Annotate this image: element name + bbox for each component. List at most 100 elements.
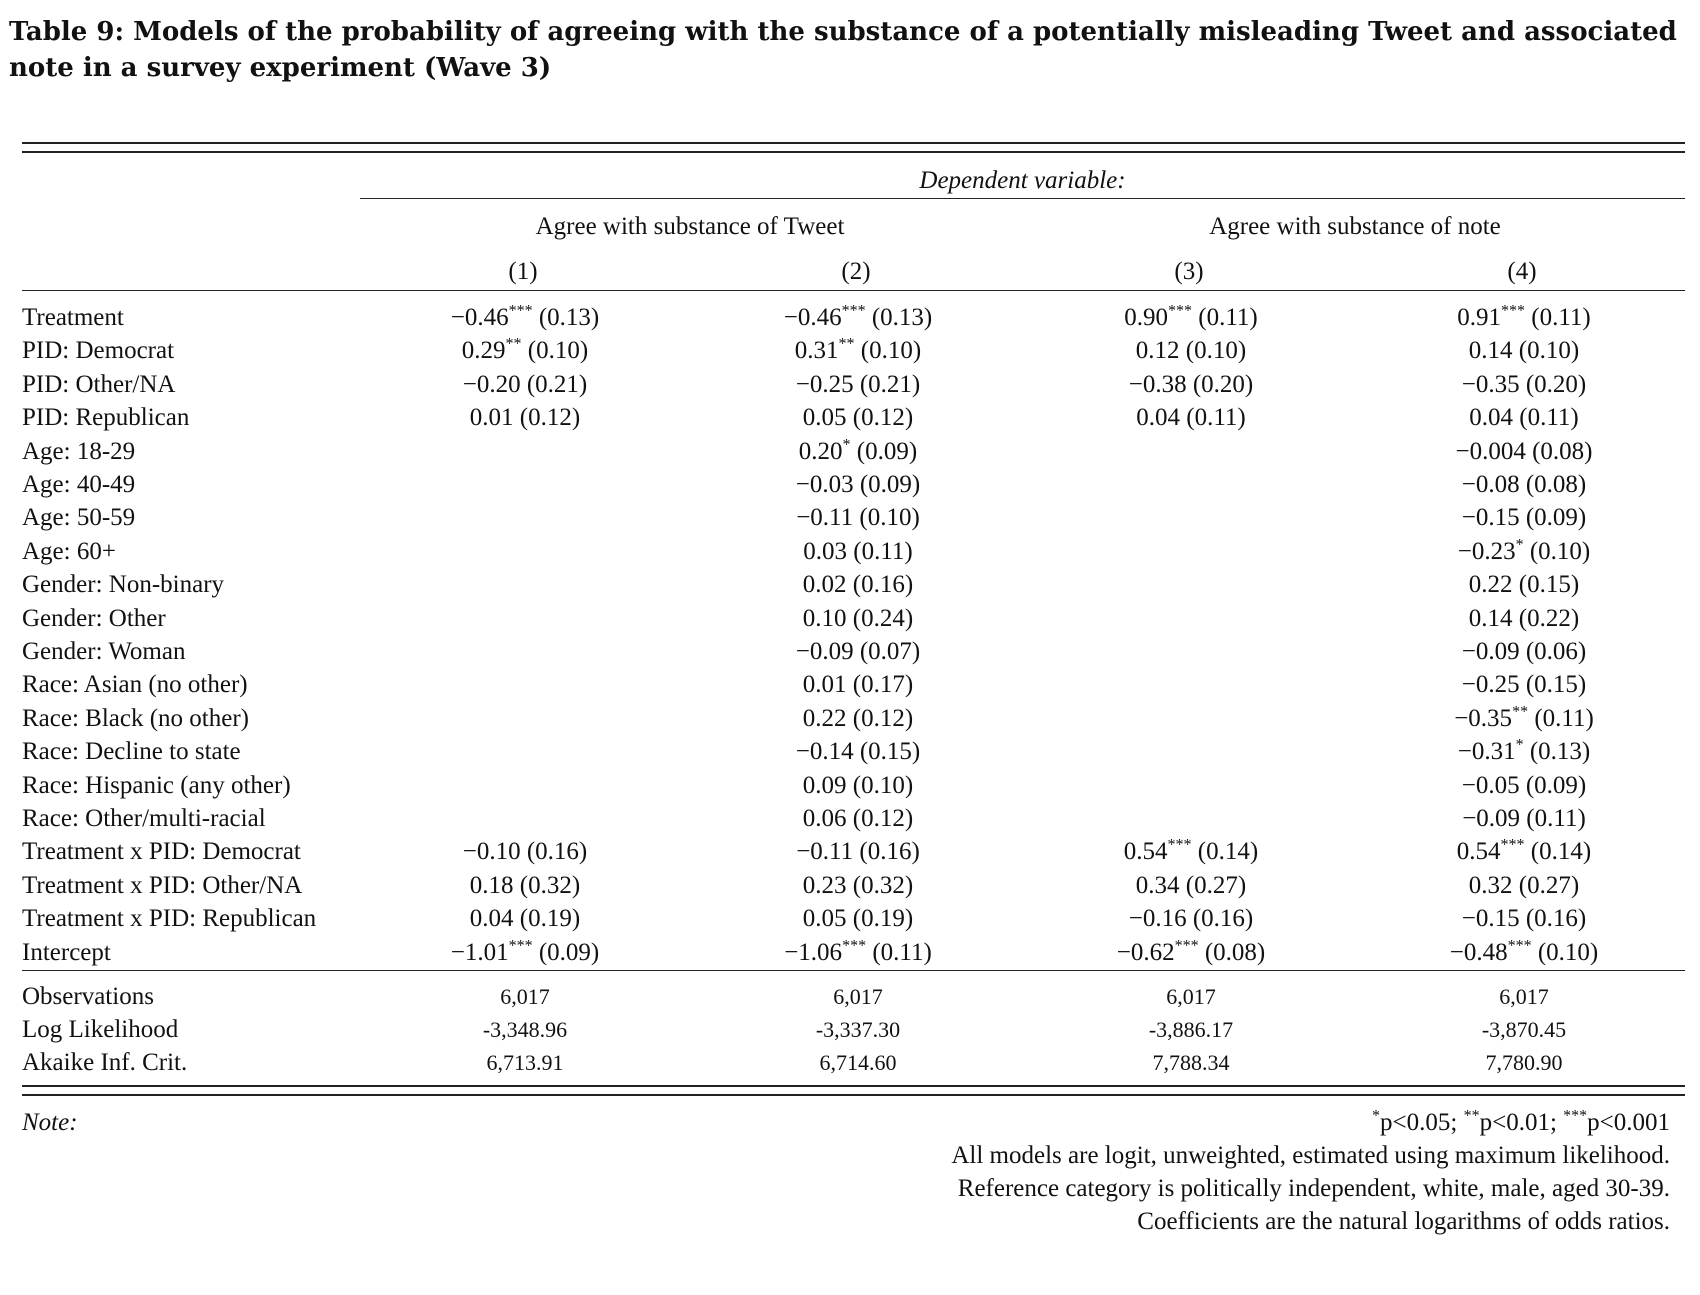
dependent-variable-rule xyxy=(360,198,1685,199)
coefficient-row-label: Race: Black (no other) xyxy=(22,704,249,732)
coefficient-row-label: Treatment xyxy=(22,304,124,331)
coefficient-cell-model-3: −0.38 (0.20) xyxy=(1128,370,1254,398)
statistic-row: Log Likelihood -3,348.96 -3,337.30 -3,886.1… xyxy=(22,1013,1685,1046)
coefficient-cell-model-1: −0.10 (0.16) xyxy=(462,838,588,866)
dependent-variable-label: Dependent variable: xyxy=(919,167,1126,194)
coefficient-cell-model-4: −0.09 (0.11) xyxy=(1462,805,1586,832)
coefficient-row: Age: 18-29 0.20* (0.09) −0.004 (0.08) xyxy=(22,435,1685,468)
coefficient-row: PID: Democrat 0.29** (0.10) 0.31** (0.10) 0… xyxy=(22,334,1685,367)
coefficient-cell-model-3: 0.54*** (0.14) xyxy=(1123,837,1259,866)
coefficient-cell-model-2: 0.31** (0.10) xyxy=(794,336,922,365)
statistic-row: Observations 6,017 6,017 6,017 6,017 xyxy=(22,980,1685,1013)
coefficient-cell-model-2: −0.11 (0.16) xyxy=(796,838,920,866)
statistic-cell-model-3: 6,017 xyxy=(1166,984,1216,1009)
statistic-cell-model-1: -3,348.96 xyxy=(482,1017,568,1042)
coefficient-row: Treatment x PID: Other/NA 0.18 (0.32) 0.23… xyxy=(22,869,1685,902)
coefficient-row-label: Gender: Non-binary xyxy=(22,571,225,599)
coefficient-row-label: Treatment x PID: Democrat xyxy=(22,838,301,866)
note-label: Note: xyxy=(22,1109,78,1136)
coefficient-cell-model-4: −0.31* (0.13) xyxy=(1457,736,1591,766)
coefficient-cell-model-2: 0.01 (0.17) xyxy=(802,671,914,699)
coefficient-row-label: Age: 60+ xyxy=(22,537,116,565)
coefficient-cell-model-4: −0.23* (0.10) xyxy=(1457,536,1591,565)
coefficient-cell-model-4: −0.09 (0.06) xyxy=(1461,638,1587,665)
coefficient-cell-model-2: 0.06 (0.12) xyxy=(802,805,914,832)
coefficient-row: Treatment x PID: Republican 0.04 (0.19) 0.… xyxy=(22,902,1685,935)
statistic-cell-model-4: -3,870.45 xyxy=(1481,1017,1567,1042)
coefficient-cell-model-1: −0.46*** (0.13) xyxy=(450,302,600,331)
statistic-cell-model-4: 6,017 xyxy=(1499,984,1549,1009)
coefficient-row-label: Race: Asian (no other) xyxy=(22,671,248,699)
coefficient-row: Age: 40-49 −0.03 (0.09) −0.08 (0.08) xyxy=(22,468,1685,501)
coefficient-cell-model-3: −0.62*** (0.08) xyxy=(1116,937,1266,966)
coefficient-cell-model-1: 0.01 (0.12) xyxy=(469,404,581,432)
coefficient-cell-model-2: −0.25 (0.21) xyxy=(795,370,921,398)
coefficient-cell-model-4: 0.54*** (0.14) xyxy=(1456,837,1592,866)
note-models: All models are logit, unweighted, estima… xyxy=(951,1142,1670,1169)
coefficient-row-label: Gender: Woman xyxy=(22,638,186,665)
coefficient-cell-model-4: −0.25 (0.15) xyxy=(1461,671,1587,699)
coefficient-row-label: Age: 18-29 xyxy=(22,437,136,465)
statistic-cell-model-3: -3,886.17 xyxy=(1148,1017,1234,1042)
note-reference: Reference category is politically indepe… xyxy=(957,1175,1670,1202)
coefficient-row: Race: Black (no other) 0.22 (0.12) −0.35**… xyxy=(22,702,1685,735)
coefficient-cell-model-4: −0.35 (0.20) xyxy=(1461,370,1587,398)
coefficient-cell-model-1: 0.29** (0.10) xyxy=(461,336,589,365)
coefficient-row-label: Gender: Other xyxy=(22,604,166,632)
coefficient-cell-model-2: 0.05 (0.12) xyxy=(802,404,914,432)
note-significance: *p<0.05; **p<0.01; ***p<0.001 xyxy=(1372,1107,1670,1136)
coefficient-cell-model-3: 0.34 (0.27) xyxy=(1135,871,1247,899)
coefficient-cell-model-4: 0.22 (0.15) xyxy=(1468,571,1580,599)
coefficient-cell-model-1: −0.20 (0.21) xyxy=(462,370,588,398)
coefficient-row: Gender: Non-binary 0.02 (0.16) 0.22 (0.15) xyxy=(22,568,1685,601)
coefficient-row: Treatment −0.46*** (0.13) −0.46*** (0.13) 0… xyxy=(22,301,1685,334)
coefficient-cell-model-4: −0.48*** (0.10) xyxy=(1449,937,1599,966)
column-number-3: (3) xyxy=(1174,258,1204,285)
coefficient-cell-model-4: −0.15 (0.16) xyxy=(1461,905,1587,933)
bottom-rule-double xyxy=(22,1094,1685,1096)
coefficient-cell-model-3: 0.90*** (0.11) xyxy=(1124,302,1258,331)
coefficient-cell-model-2: 0.02 (0.16) xyxy=(802,571,914,599)
coefficient-cell-model-3: 0.12 (0.10) xyxy=(1135,337,1247,365)
coefficient-row: Gender: Woman −0.09 (0.07) −0.09 (0.06) xyxy=(22,635,1685,668)
statistic-row-label: Akaike Inf. Crit. xyxy=(22,1049,188,1076)
coefficient-cell-model-2: 0.22 (0.12) xyxy=(802,704,914,732)
statistic-cell-model-3: 7,788.34 xyxy=(1152,1050,1230,1075)
statistic-cell-model-2: 6,714.60 xyxy=(819,1050,897,1075)
coefficient-row-label: PID: Democrat xyxy=(22,337,175,365)
coefficient-cell-model-3: 0.04 (0.11) xyxy=(1136,404,1246,432)
statistic-cell-model-1: 6,017 xyxy=(500,984,550,1009)
coefficient-cell-model-2: −0.09 (0.07) xyxy=(795,638,921,665)
top-rule xyxy=(22,142,1685,144)
statistic-cell-model-2: 6,017 xyxy=(833,984,883,1009)
statistic-cell-model-4: 7,780.90 xyxy=(1485,1050,1563,1075)
coefficient-cell-model-2: 0.23 (0.32) xyxy=(802,871,914,899)
coefficient-cell-model-4: −0.35** (0.11) xyxy=(1454,703,1594,732)
coefficient-row-label: Treatment x PID: Republican xyxy=(22,905,317,933)
coefficient-row: PID: Republican 0.01 (0.12) 0.05 (0.12) 0.0… xyxy=(22,401,1685,434)
coefficient-row: Treatment x PID: Democrat −0.10 (0.16) −0.… xyxy=(22,835,1685,868)
coefficient-cell-model-4: 0.91*** (0.11) xyxy=(1457,302,1591,331)
coefficient-cell-model-2: −0.03 (0.09) xyxy=(795,471,921,498)
coefficient-cell-model-2: 0.10 (0.24) xyxy=(802,604,914,632)
coefficient-row-label: Race: Hispanic (any other) xyxy=(22,771,291,799)
note-coefficients: Coefficients are the natural logarithms … xyxy=(1137,1208,1670,1235)
body-rule xyxy=(22,970,1685,971)
coefficient-row-label: Intercept xyxy=(22,938,111,966)
coefficient-cell-model-1: 0.18 (0.32) xyxy=(469,871,581,899)
coefficient-row: Gender: Other 0.10 (0.24) 0.14 (0.22) xyxy=(22,602,1685,635)
coefficient-cell-model-2: −0.14 (0.15) xyxy=(795,738,921,766)
coefficient-row-label: Race: Decline to state xyxy=(22,738,241,766)
column-number-4: (4) xyxy=(1507,258,1537,285)
coefficient-row: PID: Other/NA −0.20 (0.21) −0.25 (0.21) −0.… xyxy=(22,368,1685,401)
coefficient-row-label: Age: 50-59 xyxy=(22,504,136,532)
coefficient-cell-model-3: −0.16 (0.16) xyxy=(1128,905,1254,933)
coefficient-row: Race: Hispanic (any other) 0.09 (0.10) −0.… xyxy=(22,769,1685,802)
coefficient-row-label: Race: Other/multi-racial xyxy=(22,805,266,832)
statistic-cell-model-1: 6,713.91 xyxy=(486,1050,564,1075)
coefficient-cell-model-2: −0.11 (0.10) xyxy=(796,504,920,532)
column-number-1: (1) xyxy=(508,258,538,285)
top-rule-double xyxy=(22,151,1685,153)
coefficient-row: Age: 60+ 0.03 (0.11) −0.23* (0.10) xyxy=(22,535,1685,568)
coefficient-row-label: PID: Other/NA xyxy=(22,370,176,398)
